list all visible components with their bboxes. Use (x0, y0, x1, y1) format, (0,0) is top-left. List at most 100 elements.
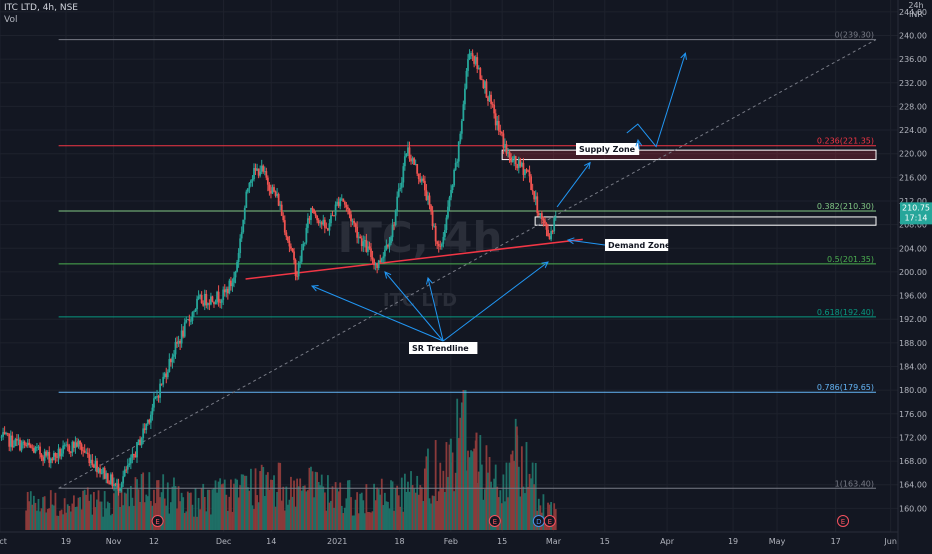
candle-body (29, 445, 32, 448)
volume-bar (511, 450, 514, 530)
candle-body (554, 217, 557, 219)
volume-legend[interactable]: Vol (4, 15, 18, 25)
candle-body (14, 438, 17, 447)
volume-bar (367, 511, 369, 530)
volume-bar (46, 508, 49, 530)
sr-trendline-pointer[interactable] (312, 286, 444, 342)
fib-label-0.236: 0.236(221.35) (817, 137, 874, 146)
volume-bar (260, 464, 263, 530)
time-tick: 15 (497, 537, 507, 546)
zones[interactable] (501, 149, 877, 226)
volume-bar (100, 501, 103, 530)
candle-body (279, 204, 282, 206)
time-axis[interactable]: Oct 19 Nov 12 Dec 14 2021 18 Feb 15 Mar 15 Apr 19 May 1… (0, 531, 898, 546)
volume-bar (293, 480, 295, 530)
symbol-title[interactable]: ITC LTD, 4h, NSE (4, 3, 78, 13)
candle-body (82, 450, 85, 452)
volume-bar (374, 500, 377, 530)
candle-body (336, 201, 339, 205)
candle-body (442, 236, 445, 244)
volume-bar (379, 494, 382, 530)
sr-trendline-pointer[interactable] (442, 262, 548, 342)
demand-zone-pointer[interactable] (568, 240, 606, 246)
volume-bar (239, 485, 242, 530)
candle-body (45, 451, 48, 456)
candle-body (477, 68, 480, 69)
time-tick: Oct (0, 537, 7, 546)
volume-bar (65, 512, 68, 530)
event-marker-E[interactable] (837, 515, 850, 527)
volume-bar (286, 504, 289, 530)
volume-bar (117, 486, 120, 530)
volume-bar (113, 493, 115, 530)
event-marker-E[interactable] (151, 515, 164, 527)
volume-bar (182, 497, 185, 530)
volume-bar (72, 495, 75, 530)
volume-bar (216, 492, 218, 530)
volume-bar (533, 484, 536, 530)
fibonacci-levels[interactable]: 0(239.30) 0.236(221.35) 0.382(210.30) 0.5(2… (58, 31, 877, 489)
volume-bar (139, 501, 141, 530)
volume-bar (40, 508, 43, 530)
candle-body (505, 144, 508, 154)
volume-bar (323, 492, 326, 530)
sr-trendline[interactable] (245, 238, 583, 280)
projection-arrow-2[interactable] (626, 53, 686, 148)
volume-bar (462, 390, 465, 530)
candle-body (202, 303, 205, 306)
candle-body (37, 446, 40, 448)
volume-bar (365, 484, 368, 530)
supply-zone-box[interactable] (501, 149, 877, 161)
price-tick: 208.00 (899, 221, 927, 230)
volume-bar (433, 496, 436, 530)
volume-bar (174, 486, 177, 530)
sr-trendline-pointer[interactable] (385, 272, 444, 342)
demand-zone-label[interactable]: Demand Zone (605, 239, 671, 251)
fib-label-1: 1(163.40) (835, 479, 874, 488)
demand-zone-box[interactable] (534, 216, 877, 226)
volume-bar (553, 503, 556, 530)
candle-body (488, 94, 491, 102)
price-axis[interactable]: 24h INR 160.00 164.00 168.00 172.00 176.00 18… (897, 0, 927, 550)
volume-bar (169, 502, 172, 530)
volume-bar (457, 438, 460, 530)
event-marker-E[interactable] (543, 515, 556, 527)
volume-bar (385, 501, 388, 530)
candle-body (213, 301, 215, 305)
projection-arrow-1[interactable] (556, 163, 590, 208)
event-marker-E[interactable] (488, 515, 501, 527)
candle-body (79, 440, 81, 445)
volume-bar (217, 481, 220, 530)
volume-bar (487, 472, 489, 530)
volume-bar (423, 468, 426, 530)
supply-zone-pointer[interactable] (638, 140, 639, 150)
candle-body (123, 469, 126, 477)
price-tick: 224.00 (899, 126, 927, 135)
annotations[interactable]: Supply Zone Demand Zone SR Trendline (312, 53, 685, 354)
volume-bar (373, 483, 375, 530)
candle-body (356, 226, 359, 238)
sr-trendline-label[interactable]: SR Trendline (409, 342, 478, 354)
volume-bar (91, 514, 94, 530)
volume-bar (85, 494, 88, 530)
candle-body (5, 433, 8, 435)
candle-body (40, 454, 43, 458)
volume-bar (202, 483, 205, 530)
sr-trendline-pointer[interactable] (428, 278, 444, 342)
volume-bar (380, 478, 383, 530)
candle-body (390, 237, 392, 244)
volume-bar (517, 466, 520, 530)
trendlines[interactable] (58, 39, 877, 489)
volume-bar (180, 492, 183, 530)
volume-bar (210, 514, 212, 530)
candle-body (256, 168, 258, 171)
volume-bar (32, 495, 35, 530)
price-tick: 192.00 (899, 315, 927, 324)
supply-zone-label[interactable]: Supply Zone (576, 143, 640, 155)
candle-body (270, 190, 272, 194)
candle-body (46, 451, 49, 456)
price-tick: 160.00 (899, 504, 927, 513)
